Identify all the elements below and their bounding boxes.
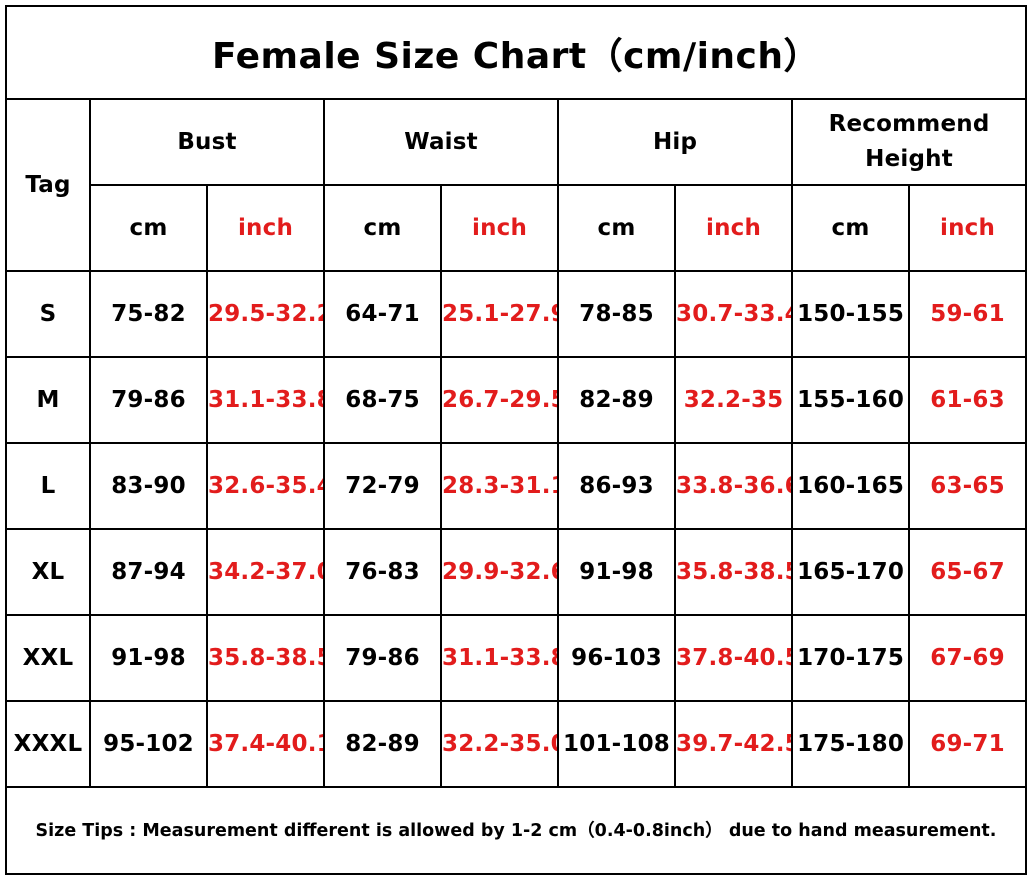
- table-row: XXXL 95-102 37.4-40.1 82-89 32.2-35.0 10…: [7, 700, 1026, 788]
- hip-inch: 35.8-38.5: [674, 528, 794, 616]
- waist-cm: 82-89: [323, 700, 443, 788]
- unit-waist-cm: cm: [323, 184, 443, 272]
- waist-cm: 72-79: [323, 442, 443, 530]
- hip-inch: 32.2-35: [674, 356, 794, 444]
- size-tag: XL: [7, 528, 91, 616]
- waist-inch: 31.1-33.8: [440, 614, 560, 702]
- hip-cm: 82-89: [557, 356, 677, 444]
- table-row: M 79-86 31.1-33.8 68-75 26.7-29.5 82-89 …: [7, 356, 1026, 444]
- size-tag: XXXL: [7, 700, 91, 788]
- size-tag: L: [7, 442, 91, 530]
- height-inch: 65-67: [908, 528, 1026, 616]
- unit-bust-cm: cm: [90, 184, 208, 272]
- bust-inch: 35.8-38.5: [205, 614, 326, 702]
- size-table: Tag Bust Waist Hip Recommend Height cm i…: [7, 100, 1026, 788]
- unit-hip-cm: cm: [557, 184, 677, 272]
- unit-height-cm: cm: [791, 184, 911, 272]
- size-chart-frame: Female Size Chart（cm/inch） Tag Bust Wais…: [5, 5, 1027, 875]
- bust-cm: 83-90: [89, 442, 208, 530]
- bust-inch: 31.1-33.8: [205, 356, 326, 444]
- height-cm: 170-175: [791, 614, 911, 702]
- waist-inch: 28.3-31.1: [440, 442, 560, 530]
- header-row-groups: Tag Bust Waist Hip Recommend Height: [7, 100, 1026, 272]
- size-tips: Size Tips : Measurement different is all…: [35, 821, 997, 841]
- hip-cm: 91-98: [557, 528, 677, 616]
- hip-inch: 30.7-33.4: [674, 270, 794, 358]
- bust-cm: 87-94: [89, 528, 208, 616]
- size-tag: M: [7, 356, 91, 444]
- hip-cm: 101-108: [557, 700, 677, 788]
- bust-inch: 32.6-35.4: [205, 442, 326, 530]
- bust-cm: 75-82: [89, 270, 208, 358]
- waist-inch: 26.7-29.5: [440, 356, 560, 444]
- hip-cm: 78-85: [557, 270, 677, 358]
- table-row: XL 87-94 34.2-37.0 76-83 29.9-32.6 91-98…: [7, 528, 1026, 616]
- height-cm: 160-165: [791, 442, 911, 530]
- bust-inch: 34.2-37.0: [205, 528, 326, 616]
- height-inch: 61-63: [908, 356, 1026, 444]
- height-inch: 59-61: [908, 270, 1026, 358]
- header-waist: Waist: [323, 100, 560, 186]
- waist-cm: 68-75: [323, 356, 443, 444]
- header-height-label: Height: [865, 146, 953, 172]
- unit-bust-inch: inch: [205, 184, 326, 272]
- bust-cm: 95-102: [89, 700, 208, 788]
- waist-inch: 25.1-27.9: [440, 270, 560, 358]
- waist-inch: 29.9-32.6: [440, 528, 560, 616]
- header-tag: Tag: [7, 100, 91, 272]
- height-inch: 69-71: [908, 700, 1026, 788]
- height-cm: 165-170: [791, 528, 911, 616]
- unit-waist-inch: inch: [440, 184, 560, 272]
- header-hip: Hip: [557, 100, 794, 186]
- bust-inch: 37.4-40.1: [205, 700, 326, 788]
- hip-inch: 39.7-42.5: [674, 700, 794, 788]
- waist-cm: 64-71: [323, 270, 443, 358]
- header-row-units: cm inch cm inch cm inch cm inch: [7, 184, 1026, 272]
- bust-cm: 91-98: [89, 614, 208, 702]
- hip-inch: 37.8-40.5: [674, 614, 794, 702]
- height-inch: 67-69: [908, 614, 1026, 702]
- height-cm: 175-180: [791, 700, 911, 788]
- table-row: XXL 91-98 35.8-38.5 79-86 31.1-33.8 96-1…: [7, 614, 1026, 702]
- size-tag: XXL: [7, 614, 91, 702]
- hip-inch: 33.8-36.6: [674, 442, 794, 530]
- bust-cm: 79-86: [89, 356, 208, 444]
- waist-cm: 76-83: [323, 528, 443, 616]
- waist-cm: 79-86: [323, 614, 443, 702]
- hip-cm: 86-93: [557, 442, 677, 530]
- chart-title: Female Size Chart（cm/inch）: [7, 7, 1025, 100]
- header-recommend-label: Recommend: [828, 111, 990, 137]
- hip-cm: 96-103: [557, 614, 677, 702]
- height-inch: 63-65: [908, 442, 1026, 530]
- waist-inch: 32.2-35.0: [440, 700, 560, 788]
- unit-hip-inch: inch: [674, 184, 794, 272]
- header-bust: Bust: [88, 100, 326, 186]
- header-recommend-height: Recommend Height: [791, 100, 1026, 186]
- table-row: L 83-90 32.6-35.4 72-79 28.3-31.1 86-93 …: [7, 442, 1026, 530]
- table-row: S 75-82 29.5-32.2 64-71 25.1-27.9 78-85 …: [7, 270, 1026, 358]
- height-cm: 150-155: [791, 270, 911, 358]
- height-cm: 155-160: [791, 356, 911, 444]
- unit-height-inch: inch: [908, 184, 1026, 272]
- bust-inch: 29.5-32.2: [205, 270, 326, 358]
- size-tag: S: [7, 270, 91, 358]
